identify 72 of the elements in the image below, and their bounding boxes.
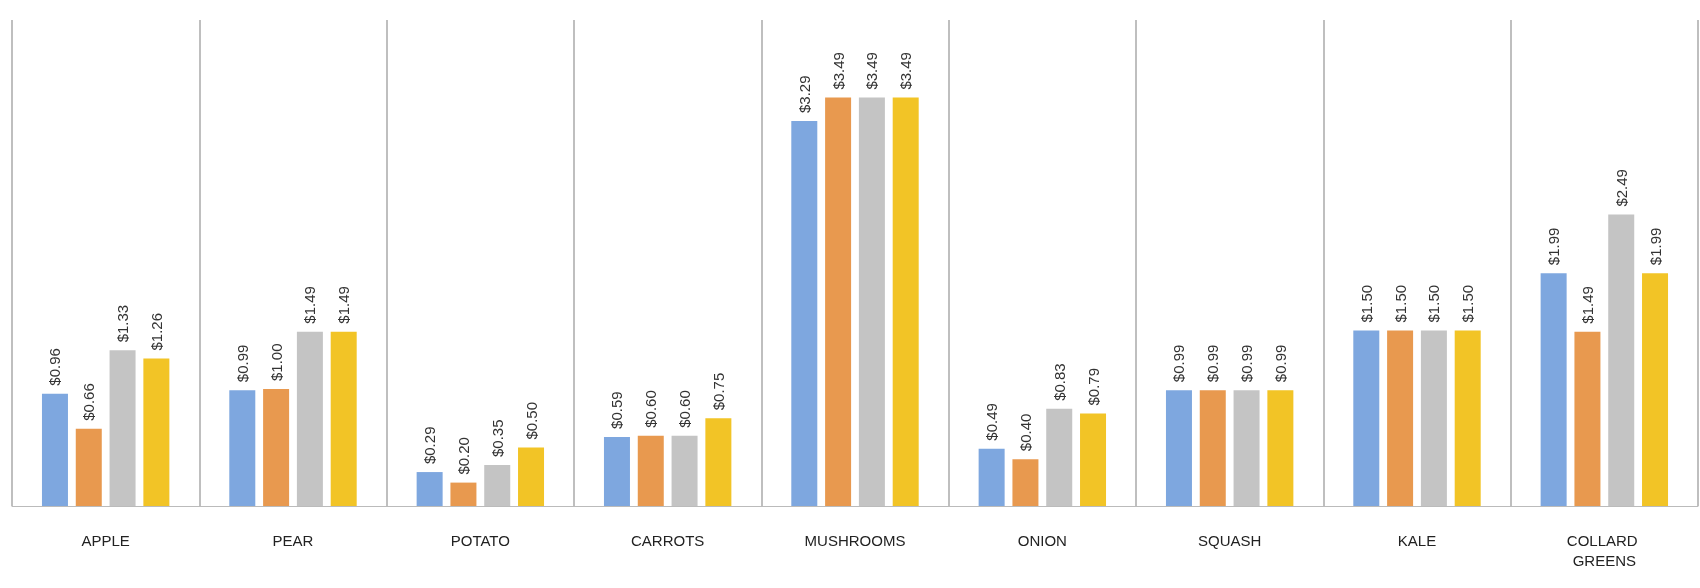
data-label: $2.49 bbox=[1612, 169, 1630, 207]
bar bbox=[1642, 273, 1669, 506]
x-tick-label: PEAR bbox=[272, 531, 314, 549]
bar bbox=[1165, 390, 1192, 506]
bar bbox=[1540, 273, 1567, 506]
bar bbox=[705, 418, 732, 506]
data-label: $1.50 bbox=[1425, 284, 1443, 323]
data-label: $0.99 bbox=[233, 344, 251, 383]
data-label: $0.29 bbox=[421, 426, 439, 465]
data-label: $1.99 bbox=[1646, 227, 1664, 266]
x-tick-label: KALE bbox=[1397, 531, 1437, 549]
bar bbox=[1080, 413, 1107, 506]
bar bbox=[1574, 331, 1601, 506]
bar bbox=[1267, 390, 1294, 506]
data-label: $0.59 bbox=[608, 391, 626, 429]
data-label: $0.60 bbox=[642, 390, 660, 428]
data-label: $1.49 bbox=[1578, 286, 1596, 324]
bar bbox=[75, 428, 102, 506]
bar bbox=[416, 472, 443, 506]
data-label: $0.99 bbox=[1170, 344, 1188, 383]
x-tick-label: COLLARD GREENS bbox=[1566, 531, 1642, 569]
bar bbox=[1199, 390, 1226, 506]
data-label: $0.83 bbox=[1050, 363, 1068, 401]
data-label: $0.79 bbox=[1084, 368, 1102, 406]
x-tick-label: APPLE bbox=[81, 531, 130, 549]
bar bbox=[450, 482, 477, 506]
data-label: $0.60 bbox=[676, 390, 694, 428]
data-label: $1.33 bbox=[114, 304, 132, 343]
data-label: $0.99 bbox=[1204, 344, 1222, 383]
bar bbox=[978, 448, 1005, 506]
bar bbox=[791, 121, 818, 506]
data-label: $0.99 bbox=[1271, 344, 1289, 383]
bar bbox=[637, 435, 664, 506]
data-label: $3.49 bbox=[897, 52, 915, 90]
data-label: $1.50 bbox=[1357, 284, 1375, 323]
bar bbox=[892, 97, 919, 506]
data-label: $1.50 bbox=[1459, 284, 1477, 323]
x-tick-label: POTATO bbox=[450, 531, 510, 549]
bar bbox=[330, 331, 357, 506]
data-label: $1.49 bbox=[335, 286, 353, 324]
data-label: $1.99 bbox=[1545, 227, 1563, 266]
data-label: $0.40 bbox=[1016, 413, 1034, 452]
data-label: $1.50 bbox=[1391, 284, 1409, 323]
bar bbox=[603, 436, 630, 506]
data-label: $0.66 bbox=[80, 383, 98, 421]
data-label: $0.50 bbox=[522, 401, 540, 440]
data-label: $0.35 bbox=[488, 419, 506, 458]
x-tick-label: SQUASH bbox=[1197, 531, 1262, 549]
data-label: $0.99 bbox=[1238, 344, 1256, 383]
data-label: $1.26 bbox=[147, 313, 165, 351]
bar bbox=[825, 97, 852, 506]
x-tick-label: ONION bbox=[1017, 531, 1067, 549]
x-tick-label: MUSHROOMS bbox=[804, 531, 906, 549]
data-label: $1.00 bbox=[267, 343, 285, 381]
data-label: $0.49 bbox=[983, 403, 1001, 441]
data-label: $1.49 bbox=[301, 286, 319, 324]
x-tick-label: CARROTS bbox=[630, 531, 705, 549]
data-label: $0.20 bbox=[454, 437, 472, 475]
data-label: $3.49 bbox=[863, 52, 881, 90]
bar bbox=[1353, 330, 1380, 506]
data-label: $0.96 bbox=[46, 348, 64, 386]
bar bbox=[143, 358, 170, 506]
bar bbox=[1454, 330, 1481, 506]
data-label: $3.29 bbox=[795, 75, 813, 113]
bar bbox=[263, 388, 290, 506]
bar bbox=[1387, 330, 1414, 506]
bar bbox=[1012, 459, 1039, 506]
data-label: $3.49 bbox=[829, 52, 847, 90]
data-label: $0.75 bbox=[709, 372, 727, 411]
bar bbox=[41, 393, 68, 506]
bar bbox=[229, 390, 256, 506]
bar bbox=[518, 447, 545, 506]
